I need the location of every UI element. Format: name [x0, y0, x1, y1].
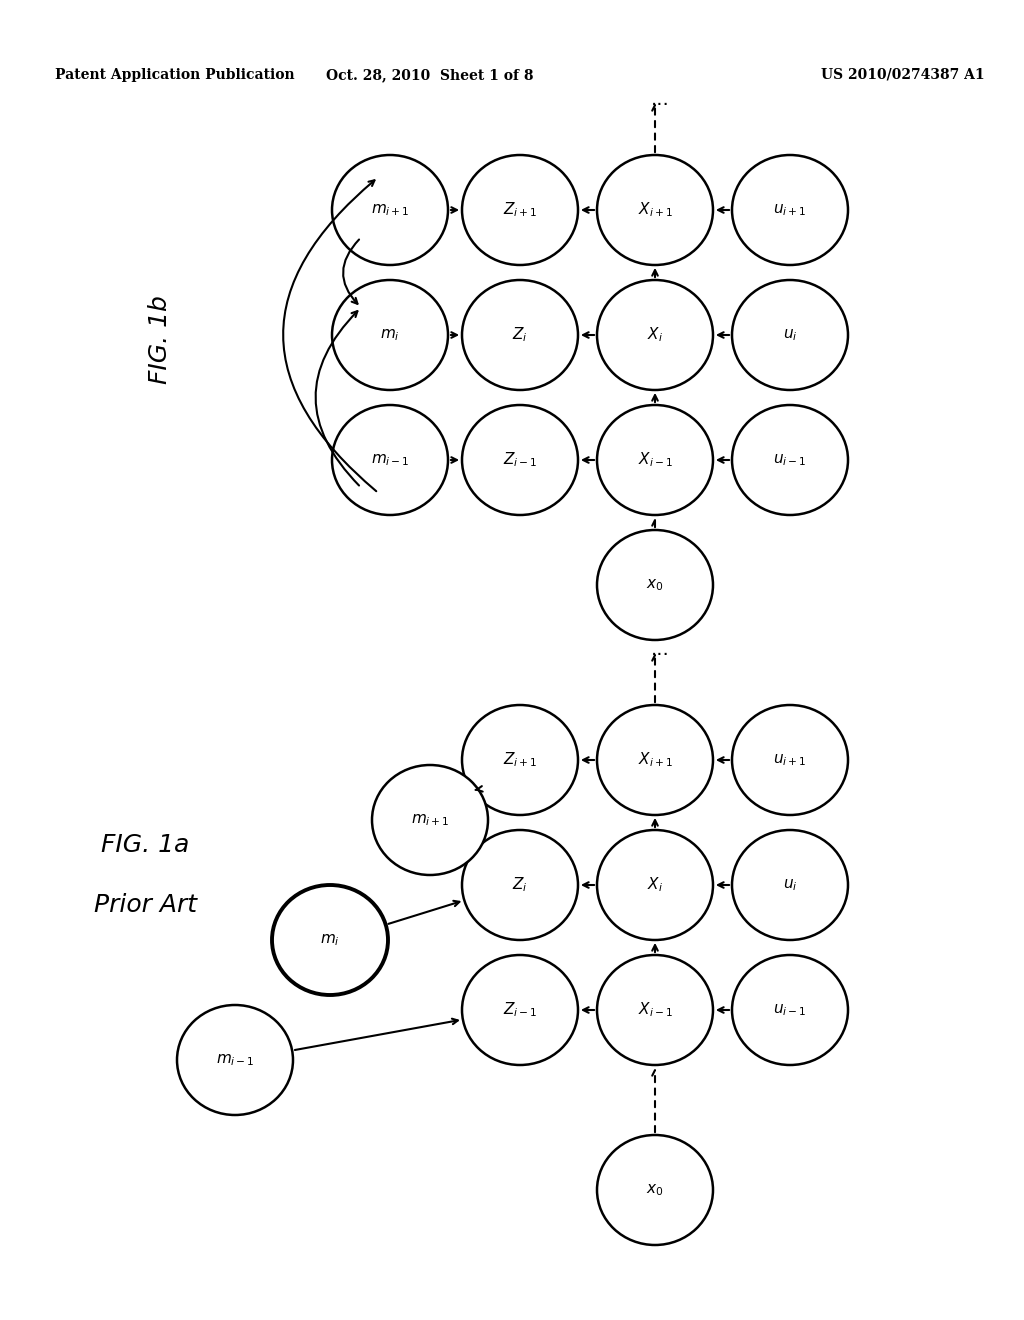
Text: $Z_i$: $Z_i$	[512, 875, 527, 895]
Text: ...: ...	[650, 640, 670, 659]
Text: ...: ...	[650, 90, 670, 110]
Ellipse shape	[597, 531, 713, 640]
Text: $Z_i$: $Z_i$	[512, 326, 527, 345]
Text: $m_{i+1}$: $m_{i+1}$	[411, 812, 450, 828]
Ellipse shape	[732, 405, 848, 515]
Ellipse shape	[597, 1135, 713, 1245]
Ellipse shape	[597, 280, 713, 389]
Text: Oct. 28, 2010  Sheet 1 of 8: Oct. 28, 2010 Sheet 1 of 8	[327, 69, 534, 82]
Text: $m_{i-1}$: $m_{i-1}$	[216, 1052, 254, 1068]
Ellipse shape	[462, 405, 578, 515]
Ellipse shape	[332, 405, 449, 515]
Text: $Z_{i-1}$: $Z_{i-1}$	[503, 450, 538, 470]
Text: $m_i$: $m_i$	[380, 327, 400, 343]
Ellipse shape	[272, 884, 388, 995]
Text: $u_i$: $u_i$	[782, 327, 798, 343]
Text: $x_0$: $x_0$	[646, 577, 664, 593]
Ellipse shape	[597, 954, 713, 1065]
Text: $u_i$: $u_i$	[782, 878, 798, 892]
Text: US 2010/0274387 A1: US 2010/0274387 A1	[821, 69, 985, 82]
Ellipse shape	[597, 705, 713, 814]
Ellipse shape	[597, 154, 713, 265]
Ellipse shape	[177, 1005, 293, 1115]
Text: $X_{i+1}$: $X_{i+1}$	[638, 201, 673, 219]
Text: $X_{i+1}$: $X_{i+1}$	[638, 751, 673, 770]
Text: $u_{i-1}$: $u_{i-1}$	[773, 453, 807, 467]
Text: Prior Art: Prior Art	[93, 894, 197, 917]
Ellipse shape	[462, 954, 578, 1065]
Text: $x_0$: $x_0$	[646, 1183, 664, 1197]
Text: $X_{i-1}$: $X_{i-1}$	[638, 450, 673, 470]
Text: $X_{i-1}$: $X_{i-1}$	[638, 1001, 673, 1019]
Ellipse shape	[462, 154, 578, 265]
Text: $m_{i+1}$: $m_{i+1}$	[371, 202, 410, 218]
Ellipse shape	[372, 766, 488, 875]
Text: $u_{i-1}$: $u_{i-1}$	[773, 1002, 807, 1018]
Ellipse shape	[732, 954, 848, 1065]
Text: Patent Application Publication: Patent Application Publication	[55, 69, 295, 82]
Text: FIG. 1b: FIG. 1b	[148, 296, 172, 384]
Text: $m_{i-1}$: $m_{i-1}$	[371, 453, 410, 467]
Text: $Z_{i-1}$: $Z_{i-1}$	[503, 1001, 538, 1019]
Ellipse shape	[597, 405, 713, 515]
Ellipse shape	[597, 830, 713, 940]
Ellipse shape	[732, 830, 848, 940]
Ellipse shape	[732, 705, 848, 814]
Text: $X_i$: $X_i$	[647, 875, 663, 895]
Ellipse shape	[462, 280, 578, 389]
Ellipse shape	[462, 830, 578, 940]
Text: $Z_{i+1}$: $Z_{i+1}$	[503, 751, 538, 770]
Text: $Z_{i+1}$: $Z_{i+1}$	[503, 201, 538, 219]
Text: $m_i$: $m_i$	[321, 932, 340, 948]
Text: $X_i$: $X_i$	[647, 326, 663, 345]
Text: $u_{i+1}$: $u_{i+1}$	[773, 202, 807, 218]
Ellipse shape	[732, 280, 848, 389]
Text: $u_{i+1}$: $u_{i+1}$	[773, 752, 807, 768]
Ellipse shape	[332, 154, 449, 265]
Ellipse shape	[462, 705, 578, 814]
Ellipse shape	[332, 280, 449, 389]
Ellipse shape	[732, 154, 848, 265]
Text: FIG. 1a: FIG. 1a	[100, 833, 189, 857]
